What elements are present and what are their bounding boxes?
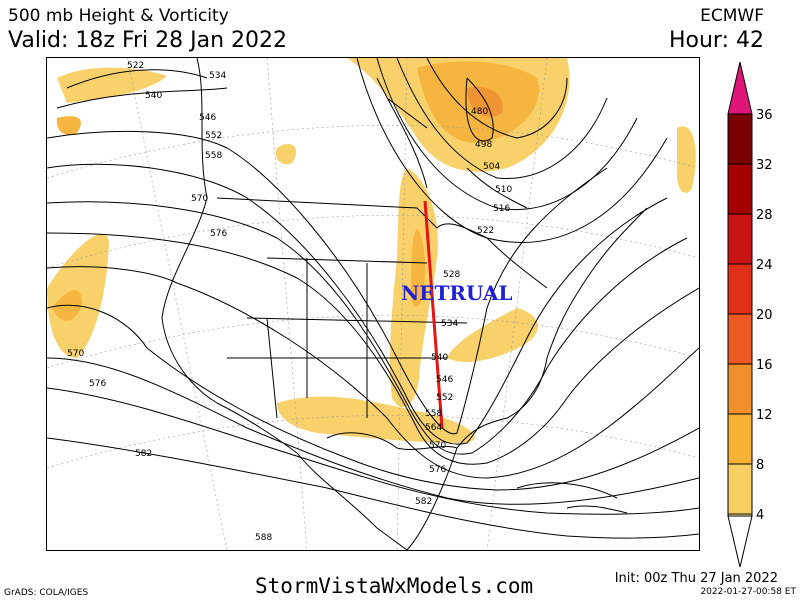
vorticity-colorbar: 36 32 28 24 20 16 12 8 4 (726, 62, 796, 572)
contour-label: 582 (415, 497, 432, 507)
contour-label: 570 (429, 441, 446, 451)
contour-label: 534 (209, 71, 226, 81)
colorbar-segment (727, 163, 753, 215)
contour-label: 588 (255, 533, 272, 543)
colorbar-bottom-triangle (727, 515, 753, 568)
site-watermark: StormVistaWxModels.com (255, 574, 534, 598)
colorbar-label: 12 (756, 408, 773, 423)
contour-label: 528 (443, 270, 460, 280)
colorbar-segment (727, 463, 753, 515)
contour-label: 546 (199, 113, 216, 123)
contour-label: 546 (436, 375, 453, 385)
colorbar-label: 20 (756, 308, 773, 323)
colorbar-segment (727, 113, 753, 165)
contour-label-group: 522 534 540 546 552 558 570 576 480 498 … (67, 61, 512, 543)
contour-label: 552 (205, 131, 222, 141)
contour-label: 540 (145, 91, 162, 101)
colorbar-scale (727, 62, 753, 568)
contour-label: 540 (431, 353, 448, 363)
contour-label: 510 (495, 185, 512, 195)
graticule (47, 58, 699, 550)
neutral-annotation: NETRUAL (401, 281, 512, 305)
weather-map: 522 534 540 546 552 558 570 576 480 498 … (46, 57, 700, 551)
colorbar-label: 8 (756, 458, 765, 473)
forecast-hour: Hour: 42 (668, 28, 764, 53)
contour-label: 522 (477, 226, 494, 236)
contour-label: 522 (127, 61, 144, 71)
colorbar-label: 28 (756, 208, 773, 223)
colorbar-label: 36 (756, 108, 773, 123)
colorbar-label: 32 (756, 158, 773, 173)
init-time: Init: 00z Thu 27 Jan 2022 (614, 571, 778, 586)
colorbar-label: 24 (756, 258, 773, 273)
height-contours (47, 58, 699, 539)
colorbar-label: 4 (756, 508, 765, 523)
grads-credit: GrADS: COLA/IGES (4, 588, 89, 598)
colorbar-segment (727, 363, 753, 415)
trough-line (423, 200, 444, 429)
contour-label: 480 (471, 107, 488, 117)
colorbar-segment (727, 313, 753, 365)
contour-label: 576 (429, 465, 446, 475)
generated-timestamp: 2022-01-27-00:58 ET (700, 587, 796, 597)
contour-label: 570 (191, 194, 208, 204)
colorbar-segment (727, 263, 753, 315)
contour-label: 576 (210, 229, 227, 239)
contour-label: 552 (436, 393, 453, 403)
colorbar-segment (727, 413, 753, 465)
colorbar-label: 16 (756, 358, 773, 373)
model-name: ECMWF (700, 6, 764, 26)
contour-label: 516 (493, 204, 510, 214)
coastlines (161, 58, 648, 550)
contour-label: 558 (425, 409, 442, 419)
colorbar-top-triangle (727, 62, 753, 115)
contour-label: 504 (483, 162, 500, 172)
contour-label: 582 (135, 449, 152, 459)
contour-label: 570 (67, 349, 84, 359)
colorbar-segment (727, 213, 753, 265)
contour-label: 558 (205, 151, 222, 161)
contour-label: 576 (89, 379, 106, 389)
contour-label: 534 (441, 319, 458, 329)
chart-title: 500 mb Height & Vorticity (8, 6, 229, 26)
contour-label: 498 (475, 140, 492, 150)
map-canvas: 522 534 540 546 552 558 570 576 480 498 … (47, 58, 699, 550)
valid-time: Valid: 18z Fri 28 Jan 2022 (8, 28, 288, 53)
contour-label: 564 (425, 423, 442, 433)
